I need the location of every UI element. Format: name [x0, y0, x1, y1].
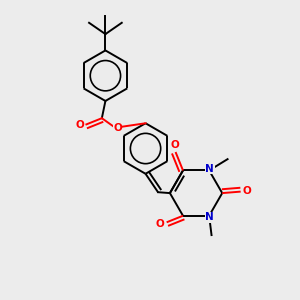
Text: N: N [206, 164, 214, 174]
Text: O: O [113, 123, 122, 133]
Text: O: O [76, 120, 85, 130]
Text: O: O [243, 186, 252, 196]
Text: O: O [156, 219, 164, 229]
Text: N: N [206, 212, 214, 222]
Text: O: O [171, 140, 179, 151]
